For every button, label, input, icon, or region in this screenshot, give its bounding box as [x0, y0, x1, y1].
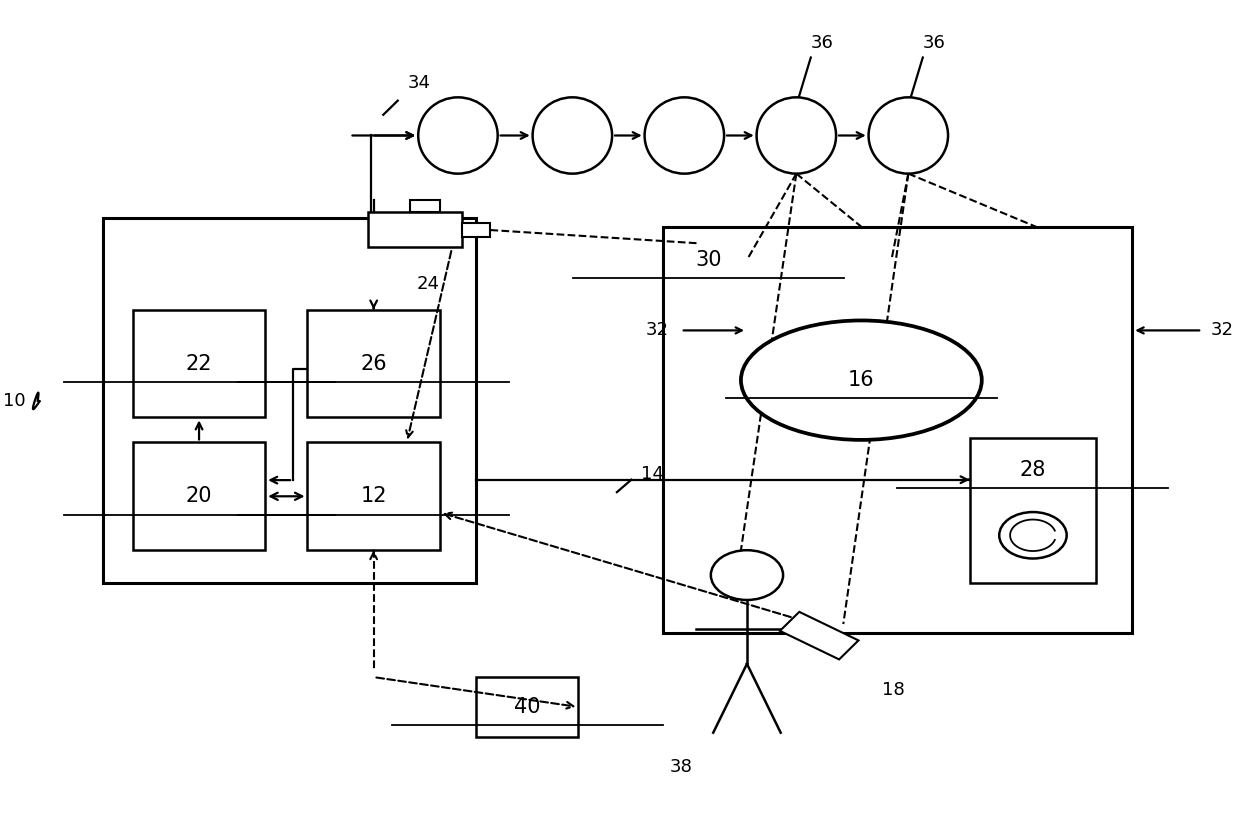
Text: 36: 36	[923, 33, 946, 52]
Bar	[308, 443, 440, 550]
Text: 24: 24	[417, 275, 439, 293]
Text: 22: 22	[186, 353, 212, 373]
Ellipse shape	[645, 98, 724, 174]
Text: 16: 16	[848, 370, 874, 390]
Bar	[662, 227, 1132, 633]
Text: 26: 26	[361, 353, 387, 373]
Circle shape	[711, 550, 784, 600]
Text: 20: 20	[186, 486, 212, 506]
Bar	[476, 677, 578, 736]
Polygon shape	[367, 212, 461, 247]
Ellipse shape	[742, 321, 982, 440]
Text: 18: 18	[883, 681, 905, 699]
Text: 34: 34	[408, 74, 430, 93]
Ellipse shape	[756, 98, 836, 174]
Text: 30: 30	[696, 250, 722, 270]
Bar	[970, 438, 1096, 584]
Bar	[103, 219, 476, 584]
Text: 32: 32	[1210, 321, 1234, 339]
Bar	[133, 443, 265, 550]
Bar	[308, 310, 440, 418]
Text: 32: 32	[646, 321, 668, 339]
Polygon shape	[780, 612, 858, 660]
Ellipse shape	[868, 98, 949, 174]
Text: 12: 12	[361, 486, 387, 506]
Bar	[133, 310, 265, 418]
Text: 38: 38	[670, 757, 692, 776]
Text: 28: 28	[1019, 460, 1047, 480]
Text: 10: 10	[2, 392, 26, 410]
Ellipse shape	[418, 98, 497, 174]
Text: 36: 36	[811, 33, 833, 52]
Polygon shape	[461, 223, 491, 236]
Polygon shape	[409, 200, 440, 212]
Text: 14: 14	[641, 465, 663, 483]
Circle shape	[999, 512, 1066, 559]
Text: 40: 40	[513, 697, 541, 717]
Ellipse shape	[533, 98, 613, 174]
